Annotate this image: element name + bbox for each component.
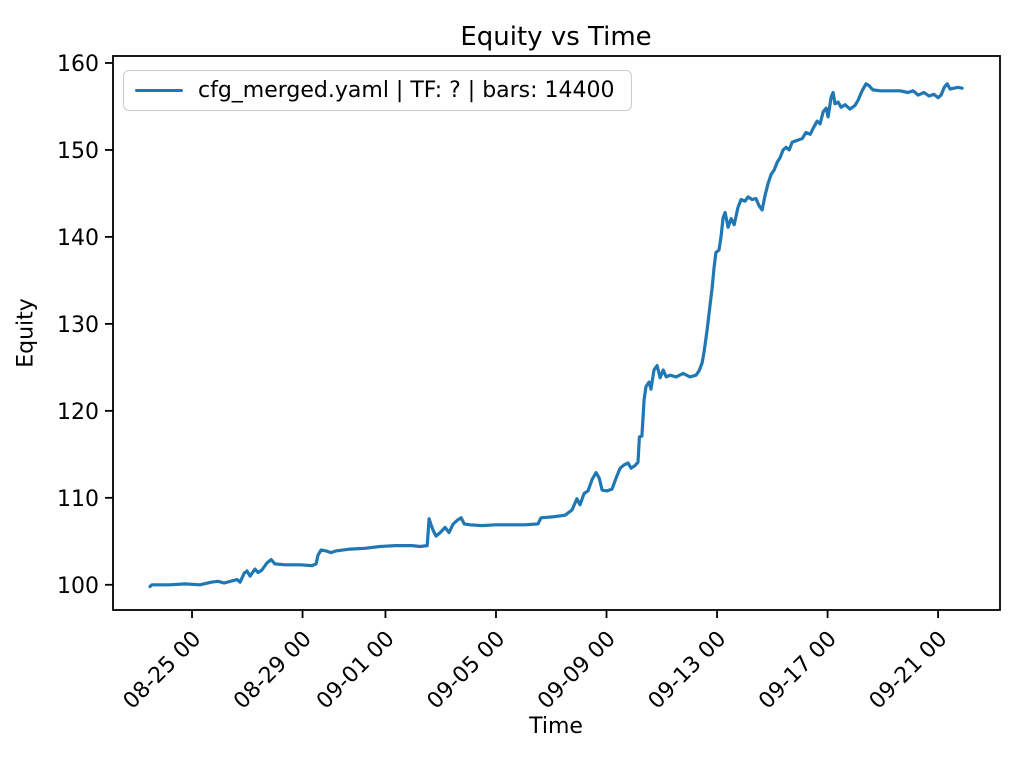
x-tick-label: 09-09 00 [533,627,621,715]
x-tick-label: 09-01 00 [312,627,400,715]
legend-label: cfg_merged.yaml | TF: ? | bars: 14400 [198,78,615,103]
x-tick-label: 09-05 00 [423,627,511,715]
y-tick-label: 150 [57,139,99,164]
x-tick-label: 09-17 00 [754,627,842,715]
legend: cfg_merged.yaml | TF: ? | bars: 14400 [123,70,632,111]
x-axis-label: Time [529,714,583,739]
y-tick-label: 110 [57,487,99,512]
y-tick-label: 120 [57,400,99,425]
axes-spines [112,55,1001,611]
chart-title: Equity vs Time [460,22,652,52]
y-tick-label: 160 [57,52,99,77]
y-tick-label: 130 [57,313,99,338]
legend-line-icon [135,88,183,93]
x-tick-label: 08-29 00 [229,627,317,715]
x-tick-label: 09-13 00 [644,627,732,715]
equity-line-series [148,82,964,589]
y-axis-label: Equity [13,298,39,368]
x-tick-label: 09-21 00 [865,627,953,715]
x-tick-label: 08-25 00 [119,627,207,715]
y-tick-label: 100 [57,574,99,599]
y-tick-label: 140 [57,226,99,251]
